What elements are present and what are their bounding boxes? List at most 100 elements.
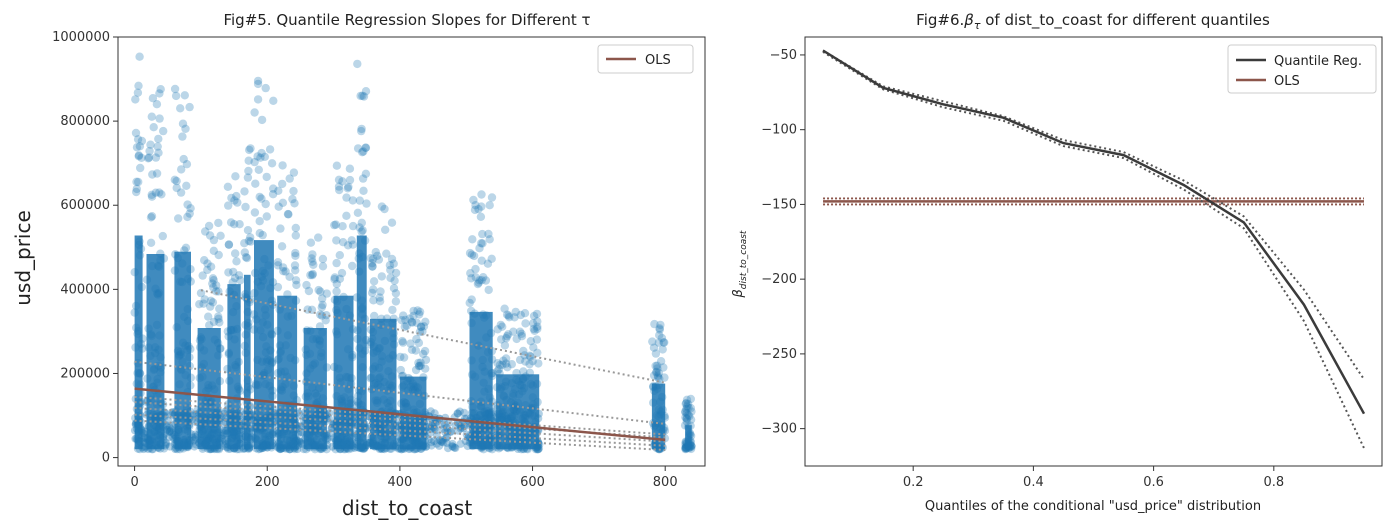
scatter-point [481,409,489,418]
scatter-point [293,441,302,450]
scatter-point [407,345,417,354]
scatter-point [288,194,297,204]
scatter-point [209,235,219,245]
scatter-point [151,415,160,424]
scatter-point [502,415,511,423]
scatter-point [400,444,408,453]
chart1-y-tick-label: 200000 [60,366,110,381]
scatter-point [163,425,172,434]
scatter-point [278,198,288,207]
scatter-point [411,418,420,427]
scatter-point [468,235,477,244]
scatter-point [274,202,283,211]
scatter-point [256,444,264,453]
scatter-point [334,428,342,437]
scatter-point [492,441,501,450]
scatter-point [430,419,439,428]
scatter-point [140,434,149,442]
scatter-point [297,439,306,448]
scatter-point [136,163,145,173]
scatter-point [212,438,221,447]
scatter-point [150,416,159,425]
scatter-point [418,327,427,336]
scatter-point [245,442,253,451]
scatter-point [355,223,364,232]
scatter-point [254,423,263,432]
scatter-point [132,184,141,194]
scatter-point [268,190,278,199]
scatter-point [244,443,253,452]
chart1-y-tick-label: 0 [102,451,110,466]
scatter-point [406,339,415,348]
scatter-point [373,413,381,422]
scatter-point [214,218,223,228]
scatter-point [139,445,148,454]
scatter-point [493,440,502,449]
scatter-point [510,313,519,322]
scatter-point [258,439,267,448]
scatter-point [298,440,307,449]
scatter-point [282,409,291,418]
scatter-point [390,276,399,285]
scatter-point [290,414,299,423]
chart1-quantile-line [134,419,666,452]
scatter-point [404,420,413,429]
scatter-point [338,439,347,447]
scatter-point [232,439,241,448]
scatter-point [280,416,289,425]
scatter-point [470,205,480,215]
scatter-point [277,423,286,432]
scatter-point [652,368,661,377]
scatter-point [232,191,241,201]
chart2-legend-quantile-label: Quantile Reg. [1274,54,1362,69]
scatter-point [338,238,348,247]
scatter-point [302,429,311,438]
scatter-point [214,434,223,443]
scatter-point [421,423,430,432]
scatter-point [186,204,195,213]
scatter-point [397,420,406,429]
scatter-point [307,421,316,430]
scatter-point [131,419,140,428]
scatter-point [486,413,495,422]
scatter-point [162,422,171,431]
scatter-point [342,408,350,417]
scatter-point [431,426,440,435]
scatter-point [522,432,531,441]
scatter-point [261,199,270,209]
scatter-point [533,324,542,334]
scatter-point [228,434,237,443]
scatter-point [454,419,463,428]
scatter-point [351,414,360,423]
scatter-point [295,437,304,446]
scatter-point [405,314,414,323]
scatter-point [507,443,516,451]
scatter-point [331,435,340,444]
scatter-point [507,443,516,452]
scatter-point [165,442,174,451]
scatter-point [520,430,529,439]
scatter-point [649,343,659,352]
scatter-point [406,443,415,452]
scatter-point [373,251,382,260]
scatter-point [469,251,479,261]
scatter-point [408,436,417,445]
scatter-point [502,310,512,319]
scatter-point [342,435,351,444]
scatter-point [513,441,522,450]
scatter-point [498,441,507,450]
scatter-point [207,430,216,439]
scatter-point [206,414,215,422]
scatter-point [533,322,542,331]
scatter-point [427,441,436,450]
scatter-point [172,436,181,445]
scatter-point [220,420,229,428]
scatter-point [514,445,522,453]
scatter-point [208,420,217,429]
chart2-legend: Quantile Reg. OLS [1227,44,1377,94]
scatter-point [352,433,361,442]
scatter-point [197,430,206,439]
scatter-point [245,145,254,155]
chart1-title: Fig#5. Quantile Regression Slopes for Di… [223,11,590,29]
scatter-point [350,433,359,442]
